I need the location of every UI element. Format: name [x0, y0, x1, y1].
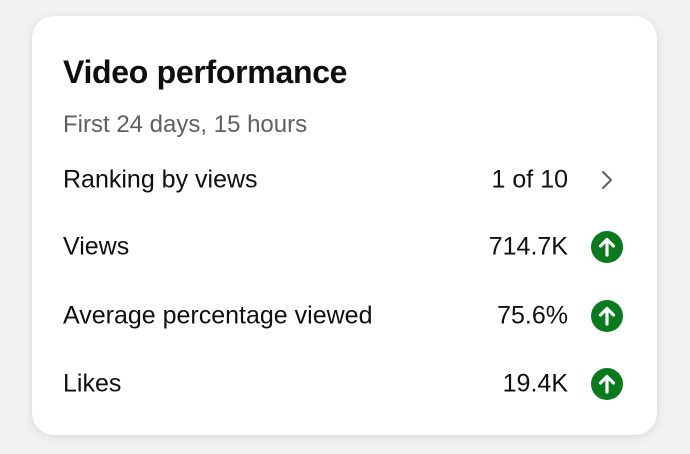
row-value: 19.4K [502, 369, 568, 398]
row-label: Average percentage viewed [63, 301, 373, 330]
row-label: Ranking by views [63, 165, 258, 194]
average-percentage-viewed-row: Average percentage viewed 75.6% [32, 291, 657, 341]
likes-row: Likes 19.4K [32, 359, 657, 409]
row-label: Likes [63, 369, 122, 398]
row-value: 75.6% [497, 301, 568, 330]
video-performance-card: Video performance First 24 days, 15 hour… [32, 16, 657, 435]
arrow-up-circle-icon [591, 368, 623, 400]
arrow-up-circle-icon [591, 300, 623, 332]
row-value: 714.7K [488, 232, 568, 261]
ranking-by-views-row[interactable]: Ranking by views 1 of 10 [32, 155, 657, 205]
row-value: 1 of 10 [491, 165, 568, 194]
card-title: Video performance [63, 54, 348, 90]
card-subtitle: First 24 days, 15 hours [63, 111, 308, 138]
arrow-up-circle-icon [591, 231, 623, 263]
chevron-right-icon[interactable] [591, 164, 623, 196]
row-label: Views [63, 232, 130, 261]
views-row: Views 714.7K [32, 222, 657, 272]
